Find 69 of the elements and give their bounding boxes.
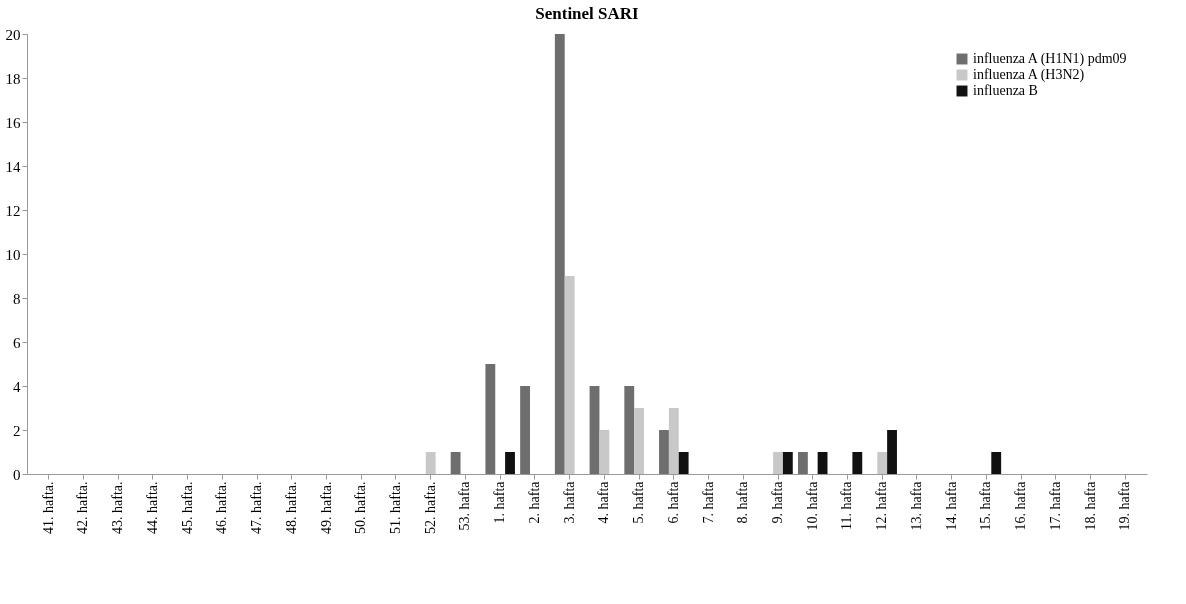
x-tick-label: 14. hafta: [943, 480, 959, 531]
bar: [817, 452, 828, 474]
x-tick-label: 10. hafta: [804, 480, 820, 531]
bar: [450, 452, 461, 474]
bar: [678, 452, 689, 474]
y-tick-label: 8: [13, 290, 21, 307]
y-tick-label: 0: [13, 466, 21, 483]
x-tick-label: 47. hafta.: [249, 481, 265, 534]
x-tick-label: 6. hafta: [665, 480, 681, 524]
bar: [589, 386, 600, 474]
x-tick-label: 42. hafta.: [75, 481, 91, 534]
y-tick-label: 2: [13, 422, 21, 439]
x-tick-label: 46. hafta.: [214, 481, 230, 534]
y-tick-label: 12: [5, 202, 21, 219]
legend-label: influenza A (H1N1) pdm09: [973, 51, 1127, 67]
y-tick-label: 6: [13, 334, 21, 351]
x-tick-label: 5. hafta: [631, 480, 647, 524]
x-tick-label: 11. hafta: [839, 480, 855, 530]
y-tick-label: 20: [5, 26, 21, 43]
x-tick-label: 45. hafta.: [179, 481, 195, 534]
x-tick-label: 16. hafta: [1013, 480, 1029, 531]
x-tick-label: 15. hafta: [978, 480, 994, 531]
y-tick-label: 16: [5, 114, 21, 131]
x-tick-label: 48. hafta.: [283, 481, 299, 534]
legend-label: influenza B: [973, 83, 1038, 98]
x-tick-label: 9. hafta: [770, 480, 786, 524]
x-tick-label: 49. hafta.: [318, 481, 334, 534]
bar: [564, 276, 575, 474]
bar: [877, 452, 888, 474]
bar: [520, 386, 530, 474]
x-tick-label: 3. hafta: [561, 480, 577, 524]
x-tick-label: 12. hafta: [874, 480, 890, 531]
y-tick-label: 10: [5, 246, 21, 263]
bar: [634, 408, 645, 474]
y-tick-label: 14: [5, 158, 21, 175]
x-tick-label: 13. hafta: [908, 480, 924, 531]
legend-label: influenza A (H3N2): [973, 67, 1085, 83]
x-tick-label: 52. hafta.: [422, 481, 438, 534]
x-tick-label: 19. hafta: [1117, 480, 1133, 531]
x-tick-label: 50. hafta.: [353, 481, 369, 534]
bar: [624, 386, 635, 474]
x-tick-label: 43. hafta.: [110, 481, 126, 534]
x-tick-label: 17. hafta: [1047, 480, 1063, 531]
y-tick-label: 4: [13, 378, 21, 395]
bar: [797, 452, 808, 474]
bar: [782, 452, 793, 474]
bar: [668, 408, 679, 474]
bar: [485, 364, 496, 474]
bar: [887, 430, 897, 474]
bar: [852, 452, 863, 474]
bar: [773, 452, 783, 474]
bar: [425, 452, 436, 474]
chart-title: Sentinel SARI: [535, 4, 640, 23]
x-tick-label: 8. hafta: [735, 480, 751, 524]
y-tick-label: 18: [5, 70, 21, 87]
x-tick-label: 51. hafta.: [387, 481, 403, 534]
x-tick-label: 18. hafta: [1082, 480, 1098, 531]
x-tick-label: 41. hafta.: [40, 481, 56, 534]
bar: [554, 34, 565, 474]
x-tick-label: 53. hafta: [457, 480, 473, 531]
x-tick-label: 44. hafta.: [144, 481, 160, 534]
bar: [599, 430, 610, 474]
bar: [505, 452, 515, 474]
x-tick-label: 2. hafta: [526, 480, 542, 524]
x-tick-label: 4. hafta: [596, 480, 612, 524]
bar: [659, 430, 669, 474]
bar: [991, 452, 1002, 474]
x-tick-label: 7. hafta: [700, 480, 716, 524]
x-tick-label: 1. hafta: [492, 480, 508, 524]
